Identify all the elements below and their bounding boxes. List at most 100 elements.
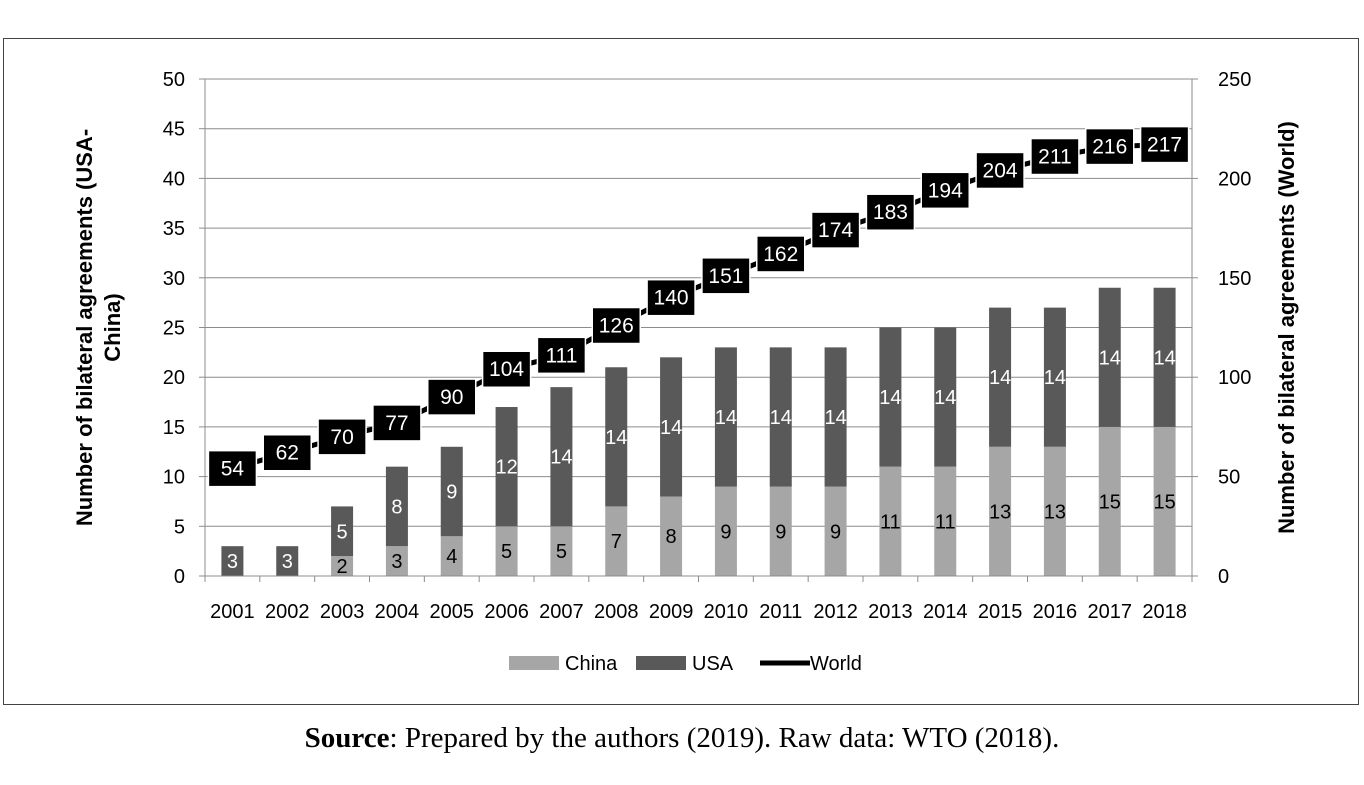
x-tick-label: 2003 — [320, 601, 365, 623]
world-label-box — [481, 350, 532, 388]
x-tick-label: 2016 — [1033, 601, 1078, 623]
world-label-box — [427, 378, 477, 416]
left-tick-label: 10 — [163, 467, 185, 489]
usa-bar-label: 14 — [660, 417, 682, 439]
world-label-box — [975, 151, 1025, 190]
usa-bar — [1043, 307, 1066, 447]
caption-source-text: : Prepared by the authors (2019). Raw da… — [389, 722, 1060, 754]
china-bar-label: 13 — [1044, 501, 1066, 523]
china-bar — [934, 466, 957, 576]
right-tick-label: 200 — [1218, 168, 1251, 190]
china-bar — [1098, 426, 1121, 576]
right-tick-label: 100 — [1218, 367, 1251, 389]
usa-bar — [824, 347, 847, 487]
source-caption: Source: Prepared by the authors (2019). … — [0, 722, 1364, 755]
world-data-label: 211 — [1038, 146, 1071, 169]
china-bar-label: 5 — [501, 541, 512, 563]
legend-usa-label: USA — [692, 653, 734, 675]
x-tick-label: 2018 — [1142, 601, 1187, 623]
x-tick-label: 2004 — [375, 601, 420, 623]
world-label-box — [1085, 127, 1135, 166]
china-bar-label: 4 — [446, 546, 457, 568]
china-bar — [1153, 426, 1176, 576]
caption-source-label: Source — [304, 722, 390, 754]
x-tick-label: 2012 — [813, 601, 858, 623]
china-bar-label: 9 — [775, 521, 786, 543]
left-tick-label: 5 — [174, 516, 185, 538]
usa-bar-label: 14 — [989, 367, 1011, 389]
x-tick-label: 2015 — [978, 601, 1023, 623]
world-label-box — [701, 257, 751, 295]
china-bar-label: 11 — [880, 511, 901, 533]
usa-bar-label: 14 — [934, 387, 956, 409]
world-data-label: 111 — [545, 344, 577, 367]
usa-bar — [989, 307, 1012, 447]
usa-bar — [714, 347, 737, 487]
legend-china-swatch — [509, 656, 559, 670]
usa-bar-label: 5 — [337, 521, 348, 543]
china-bar-label: 15 — [1099, 491, 1121, 513]
usa-bar — [276, 546, 299, 576]
usa-bar-label: 14 — [715, 407, 737, 429]
china-bar — [440, 536, 463, 576]
left-tick-label: 20 — [163, 367, 185, 389]
world-data-label: 194 — [928, 179, 963, 202]
world-data-label: 217 — [1147, 134, 1182, 157]
x-tick-label: 2006 — [484, 601, 529, 623]
china-bar — [660, 496, 683, 576]
china-bar-label: 7 — [611, 531, 622, 553]
x-tick-label: 2009 — [649, 601, 694, 623]
world-data-label: 204 — [983, 159, 1018, 182]
world-label-box — [865, 193, 916, 231]
usa-bar-label: 14 — [770, 407, 792, 429]
left-axis-title: Number of bilateral agreements (USA- Chin… — [72, 129, 125, 526]
usa-bar-label: 14 — [1099, 347, 1121, 369]
bars: 3 3 2 5 3 8 4 9 5 12 5 14 7 14 8 14 9 14 9 14 9 14 11 14 11 14 13 1… — [221, 287, 1176, 578]
world-label-box — [646, 278, 696, 317]
usa-bar-label: 14 — [605, 427, 627, 449]
usa-bar — [440, 446, 463, 537]
usa-bar — [769, 347, 792, 487]
usa-bar — [1153, 287, 1176, 427]
usa-bar — [331, 506, 354, 557]
left-tick-label: 15 — [163, 417, 185, 439]
world-line: 54 62 70 77 90 104 111 126 140 151 162 174 183 194 204… — [207, 125, 1190, 488]
world-label-box — [1030, 137, 1080, 176]
x-tick-label: 2011 — [759, 601, 802, 623]
x-tick-label: 2002 — [265, 601, 310, 623]
usa-bar — [550, 387, 573, 527]
legend-usa-swatch — [636, 656, 686, 670]
left-tick-label: 0 — [174, 566, 185, 588]
usa-bar — [385, 466, 408, 547]
world-data-label: 126 — [599, 315, 634, 338]
china-bar-label: 5 — [556, 541, 567, 563]
usa-bar-label: 12 — [495, 457, 517, 479]
left-tick-label: 50 — [163, 69, 185, 91]
left-tick-label: 45 — [163, 119, 185, 141]
x-tick-label: 2014 — [923, 601, 968, 623]
china-bar — [769, 486, 792, 576]
right-tick-label: 0 — [1218, 566, 1229, 588]
usa-bar — [605, 367, 628, 507]
legend: China USA World — [509, 653, 862, 675]
usa-bar — [495, 407, 518, 527]
china-bar — [385, 546, 408, 576]
gridlines — [205, 78, 1192, 577]
left-tick-label: 25 — [163, 318, 185, 340]
right-axis-title: Number of bilateral agreements (World) — [1274, 121, 1299, 534]
x-tick-label: 2010 — [704, 601, 749, 623]
world-data-label: 54 — [221, 458, 245, 481]
world-data-label: 140 — [654, 287, 689, 310]
left-axis-title-line-2: China) — [100, 293, 125, 361]
world-label-box — [920, 171, 970, 210]
world-label-box — [1139, 125, 1190, 164]
china-bar — [879, 466, 902, 576]
left-tick-label: 40 — [163, 168, 185, 190]
right-tick-label: 150 — [1218, 268, 1251, 290]
world-label-box — [262, 433, 312, 472]
world-label-box — [810, 211, 861, 249]
china-bar — [495, 526, 518, 576]
usa-bar-label: 14 — [824, 407, 846, 429]
world-data-label: 151 — [708, 265, 743, 288]
